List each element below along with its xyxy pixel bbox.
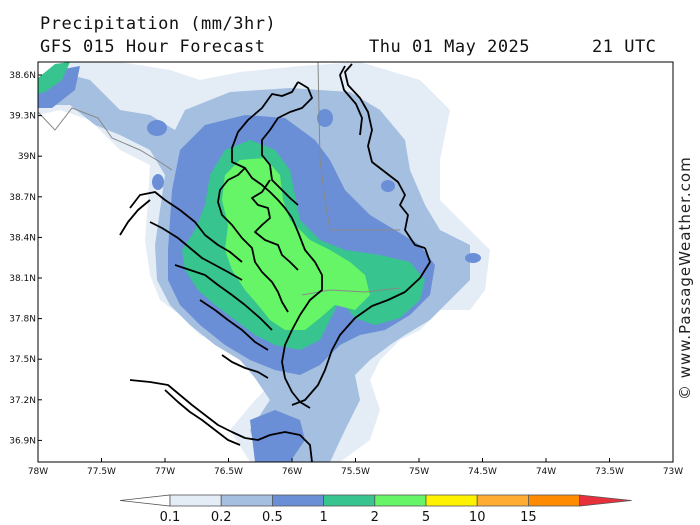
credit-text: © www.PassageWeather.com xyxy=(676,156,694,400)
legend-label: 15 xyxy=(520,510,537,525)
lon-tick-label: 78W xyxy=(28,467,48,477)
lat-tick-label: 37.8N xyxy=(9,315,36,325)
coastline xyxy=(217,167,289,313)
precip-level-3 xyxy=(381,180,395,192)
legend-label: 0.5 xyxy=(262,510,283,525)
lon-tick-label: 73.5W xyxy=(595,467,624,477)
coastline xyxy=(164,389,241,446)
legend-bin xyxy=(169,494,222,507)
legend-bin xyxy=(374,494,427,507)
border-line xyxy=(38,107,173,171)
coastline xyxy=(291,247,431,406)
lat-tick-label: 38.1N xyxy=(9,274,36,284)
legend-bin xyxy=(579,494,632,507)
lat-tick-label: 37.5N xyxy=(9,355,36,365)
lon-tick-label: 76W xyxy=(282,467,302,477)
forecast-subtitle: GFS 015 Hour Forecast xyxy=(40,37,266,57)
chart-title: Precipitation (mm/3hr) xyxy=(40,14,277,34)
coastline xyxy=(174,264,273,331)
lon-tick-label: 77W xyxy=(155,467,175,477)
coastline xyxy=(119,199,151,236)
lon-tick-label: 74W xyxy=(536,467,556,477)
legend-bin xyxy=(220,494,273,507)
legend-label: 0.1 xyxy=(160,510,181,525)
legend-bin xyxy=(425,494,478,507)
lat-tick-label: 36.9N xyxy=(9,436,36,446)
lat-tick-label: 38.7N xyxy=(9,193,36,203)
precip-level-3 xyxy=(147,120,167,136)
lat-tick-label: 39N xyxy=(18,152,36,162)
latitude-axis: 38.6N 39.3N 39N 38.7N 38.4N 38.1N 37.8N 37.5N 37… xyxy=(9,71,42,446)
state-borders xyxy=(38,62,401,296)
coastline xyxy=(129,379,313,462)
legend-label: 5 xyxy=(422,510,430,525)
lon-tick-label: 75W xyxy=(409,467,429,477)
precip-level-4 xyxy=(38,62,70,94)
legend-label: 2 xyxy=(371,510,379,525)
forecast-date: Thu 01 May 2025 xyxy=(369,37,531,57)
legend-label: 0.2 xyxy=(211,510,232,525)
legend-bin xyxy=(528,494,581,507)
legend-bin xyxy=(119,494,171,507)
lat-tick-label: 39.3N xyxy=(9,112,36,122)
lon-tick-label: 74.5W xyxy=(468,467,497,477)
precip-legend: 0.1 0.2 0.5 1 2 5 10 15 xyxy=(119,494,632,525)
coastline xyxy=(261,81,313,206)
coastline xyxy=(199,299,269,351)
longitude-axis: 78W 77.5W 77W 76.5W 76W 75.5W 75W 74.5W 74W 73.5W… xyxy=(28,458,683,477)
lon-tick-label: 75.5W xyxy=(341,467,370,477)
precip-level-3 xyxy=(38,66,80,108)
precip-level-3 xyxy=(317,109,333,127)
coastline xyxy=(231,81,323,409)
legend-label: 1 xyxy=(319,510,327,525)
precip-field xyxy=(38,62,673,462)
precip-level-5 xyxy=(222,158,370,330)
precip-level-3 xyxy=(250,410,305,462)
precip-level-3 xyxy=(152,174,164,190)
lon-tick-label: 77.5W xyxy=(87,467,116,477)
legend-bin xyxy=(323,494,376,507)
lat-tick-label: 38.6N xyxy=(9,71,36,81)
coastline xyxy=(344,63,426,249)
coastline xyxy=(129,191,243,263)
coastline xyxy=(339,65,363,136)
border-line xyxy=(317,62,400,231)
lon-tick-label: 73W xyxy=(663,467,683,477)
coastlines xyxy=(119,63,431,462)
legend-label: 10 xyxy=(469,510,486,525)
border-line xyxy=(301,287,401,296)
lat-tick-label: 38.4N xyxy=(9,233,36,243)
forecast-time: 21 UTC xyxy=(592,37,657,57)
lat-tick-label: 37.2N xyxy=(9,396,36,406)
coastline xyxy=(221,354,269,379)
coastline xyxy=(251,179,299,271)
coastline xyxy=(149,221,243,281)
legend-bin xyxy=(271,494,324,507)
precip-level-3 xyxy=(465,253,481,263)
lon-tick-label: 76.5W xyxy=(214,467,243,477)
legend-bin xyxy=(476,494,529,507)
